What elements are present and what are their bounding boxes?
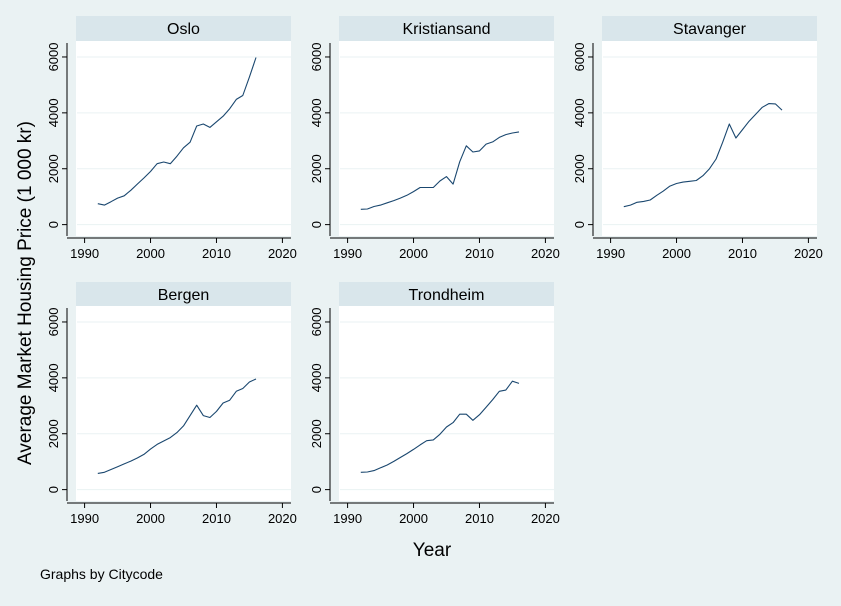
x-tick-label: 1990 [70,246,99,261]
y-tick-label: 2000 [46,154,61,183]
y-tick-label: 0 [309,486,324,493]
y-tick-label: 6000 [309,308,324,337]
panel-title: Oslo [167,21,200,38]
panel-title: Stavanger [673,21,747,38]
x-tick-label: 1990 [333,246,362,261]
series-line [97,378,257,474]
y-tick-label: 4000 [309,98,324,127]
x-axis-title: Year [413,540,452,561]
plot-area [339,41,554,236]
panel-kristiansand: Kristiansand 0 2000 4000 6000 1990 2000 2010 202… [309,16,560,261]
y-tick-label: 6000 [572,43,587,72]
y-tick-label: 2000 [309,154,324,183]
x-tick-label: 2010 [728,246,757,261]
x-tick-label: 2000 [399,511,428,526]
x-tick-label: 2020 [531,511,560,526]
y-tick-label: 2000 [572,154,587,183]
x-tick-label: 1990 [333,511,362,526]
x-tick-label: 2000 [662,246,691,261]
x-tick-label: 2000 [136,511,165,526]
y-tick-label: 4000 [572,98,587,127]
panel-header [339,16,554,41]
x-tick-label: 2000 [399,246,428,261]
panel-header [76,282,291,306]
panel-bergen: Bergen 0 2000 4000 6000 1990 2000 2010 2020 [46,282,297,526]
x-tick-label: 2000 [136,246,165,261]
x-tick-label: 2010 [465,511,494,526]
panel-title: Bergen [158,287,210,304]
y-tick-label: 4000 [46,98,61,127]
plot-area [602,41,817,236]
panel-header [602,16,817,41]
x-tick-label: 2020 [268,511,297,526]
y-tick-label: 6000 [46,308,61,337]
series-line [360,131,520,210]
y-tick-label: 0 [46,486,61,493]
series-line [97,57,257,206]
y-tick-label: 2000 [46,419,61,448]
x-tick-label: 2010 [202,511,231,526]
y-tick-label: 6000 [309,43,324,72]
plot-area [76,41,291,236]
panel-header [339,282,554,306]
y-tick-label: 0 [46,221,61,228]
y-tick-label: 6000 [46,43,61,72]
y-axis-title: Average Market Housing Price (1 000 kr) [15,121,36,465]
y-tick-label: 0 [572,221,587,228]
x-tick-label: 2020 [531,246,560,261]
graphs-by-note: Graphs by Citycode [40,566,163,582]
plot-area [339,306,554,501]
plot-area [76,306,291,501]
x-tick-label: 2010 [465,246,494,261]
x-tick-label: 1990 [596,246,625,261]
series-line [360,380,520,473]
x-tick-label: 2010 [202,246,231,261]
y-tick-label: 2000 [309,419,324,448]
panel-title: Trondheim [409,287,485,304]
y-tick-label: 0 [309,221,324,228]
x-tick-label: 1990 [70,511,99,526]
y-tick-label: 4000 [46,363,61,392]
series-line [623,103,783,208]
y-tick-label: 4000 [309,363,324,392]
panel-title: Kristiansand [402,21,490,38]
panel-oslo: Oslo 0 2000 4000 6000 1990 2000 2010 2020 [46,16,297,261]
panel-trondheim: Trondheim 0 2000 4000 6000 1990 2000 2010 2020 [309,282,560,526]
x-tick-label: 2020 [268,246,297,261]
panel-stavanger: Stavanger 0 2000 4000 6000 1990 2000 2010 2020 [572,16,823,261]
x-tick-label: 2020 [794,246,823,261]
panel-header [76,16,291,41]
